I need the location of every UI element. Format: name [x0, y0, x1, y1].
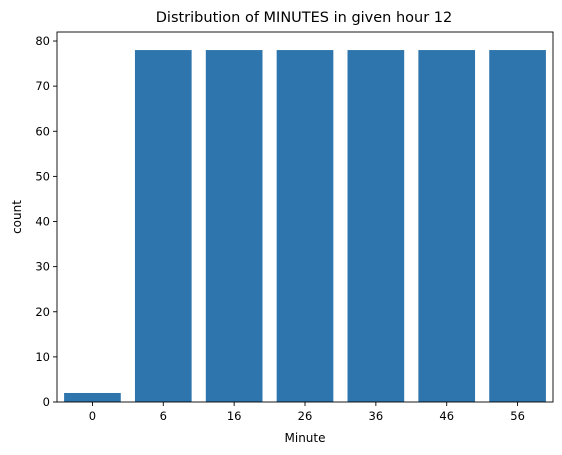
y-axis-ticks: 0 10 20 30 40 50 60 70 80 [35, 34, 57, 409]
bar-26 [276, 50, 334, 403]
x-tick-label: 56 [510, 409, 525, 423]
y-tick-label: 20 [35, 305, 50, 319]
x-tick-label: 6 [160, 409, 167, 423]
x-tick-label: 46 [439, 409, 454, 423]
y-tick-label: 0 [43, 395, 50, 409]
y-axis-label: count [10, 200, 24, 234]
bars-group [64, 50, 546, 403]
y-tick-label: 10 [35, 350, 50, 364]
x-axis-label: Minute [285, 431, 326, 445]
y-tick-label: 50 [35, 169, 50, 183]
y-tick-label: 60 [35, 124, 50, 138]
x-tick-label: 0 [89, 409, 96, 423]
y-tick-label: 30 [35, 260, 50, 274]
y-tick-label: 40 [35, 215, 50, 229]
bar-36 [347, 50, 405, 403]
x-axis-ticks: 0 6 16 26 36 46 56 [89, 402, 525, 423]
y-tick-label: 80 [35, 34, 50, 48]
plot-frame [56, 31, 554, 403]
bar-56 [489, 50, 546, 403]
chart-title: Distribution of MINUTES in given hour 12 [156, 10, 453, 26]
x-tick-label: 36 [369, 409, 384, 423]
bar-16 [205, 50, 263, 403]
bar-0 [64, 392, 121, 402]
y-tick-label: 70 [35, 79, 50, 93]
x-tick-label: 16 [227, 409, 242, 423]
x-tick-label: 26 [298, 409, 313, 423]
bar-46 [418, 50, 476, 403]
bar-6 [134, 50, 192, 403]
